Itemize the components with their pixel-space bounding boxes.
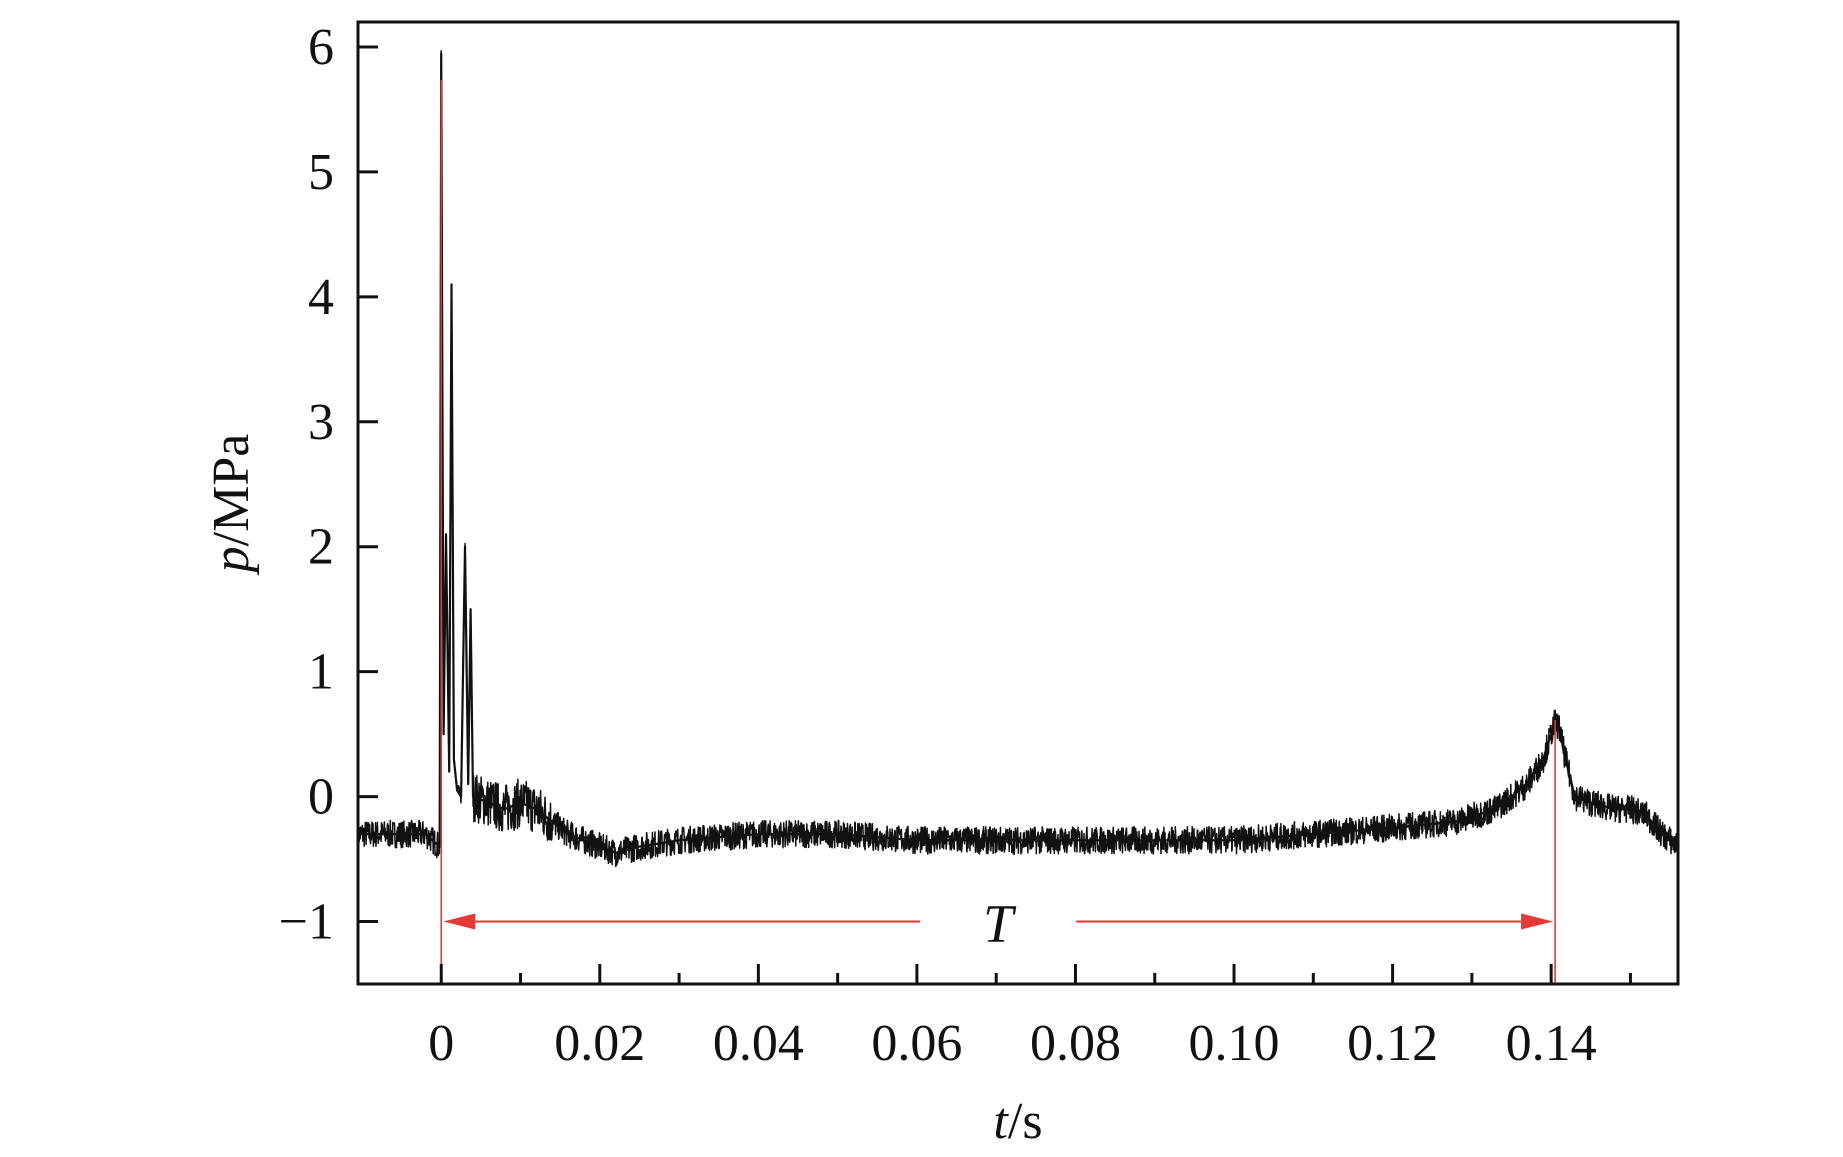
y-tick-label: −1	[279, 894, 334, 951]
y-axis-label-variable: p	[203, 546, 260, 576]
period-arrow-right-head	[1521, 913, 1554, 930]
pressure-series-line	[358, 52, 1679, 854]
period-arrow-left-head	[443, 913, 476, 930]
y-tick-label: 1	[308, 644, 334, 701]
x-tick-label: 0.12	[1347, 1015, 1438, 1072]
period-label: T	[983, 894, 1017, 954]
y-tick-label: 4	[308, 269, 334, 326]
x-tick-label: 0.02	[554, 1015, 645, 1072]
x-tick-label: 0.10	[1189, 1015, 1280, 1072]
y-tick-label: 3	[308, 394, 334, 451]
x-axis-ticks: 0 0.02 0.04 0.06 0.08 0.10 0.12 0.14	[428, 964, 1632, 1072]
y-tick-label: 6	[308, 19, 334, 76]
x-tick-label: 0.04	[713, 1015, 804, 1072]
annotation-group	[440, 80, 1556, 984]
x-tick-label: 0	[428, 1015, 454, 1072]
pressure-noise-band	[357, 49, 1679, 868]
y-axis-label-unit: /MPa	[203, 434, 260, 547]
x-axis-label: t/s	[993, 1093, 1042, 1150]
y-tick-label: 5	[308, 144, 334, 201]
x-axis-label-variable: t	[993, 1093, 1009, 1150]
y-axis-ticks: −1 0 1 2 3 4 5 6	[279, 19, 378, 951]
y-tick-label: 0	[308, 769, 334, 826]
y-tick-label: 2	[308, 519, 334, 576]
x-tick-label: 0.08	[1030, 1015, 1121, 1072]
pressure-trace-group	[357, 49, 1679, 868]
y-axis-label: p/MPa	[203, 434, 260, 577]
x-tick-label: 0.06	[871, 1015, 962, 1072]
x-axis-label-unit: /s	[1008, 1093, 1043, 1150]
plot-frame	[356, 20, 1680, 986]
x-tick-label: 0.14	[1506, 1015, 1597, 1072]
